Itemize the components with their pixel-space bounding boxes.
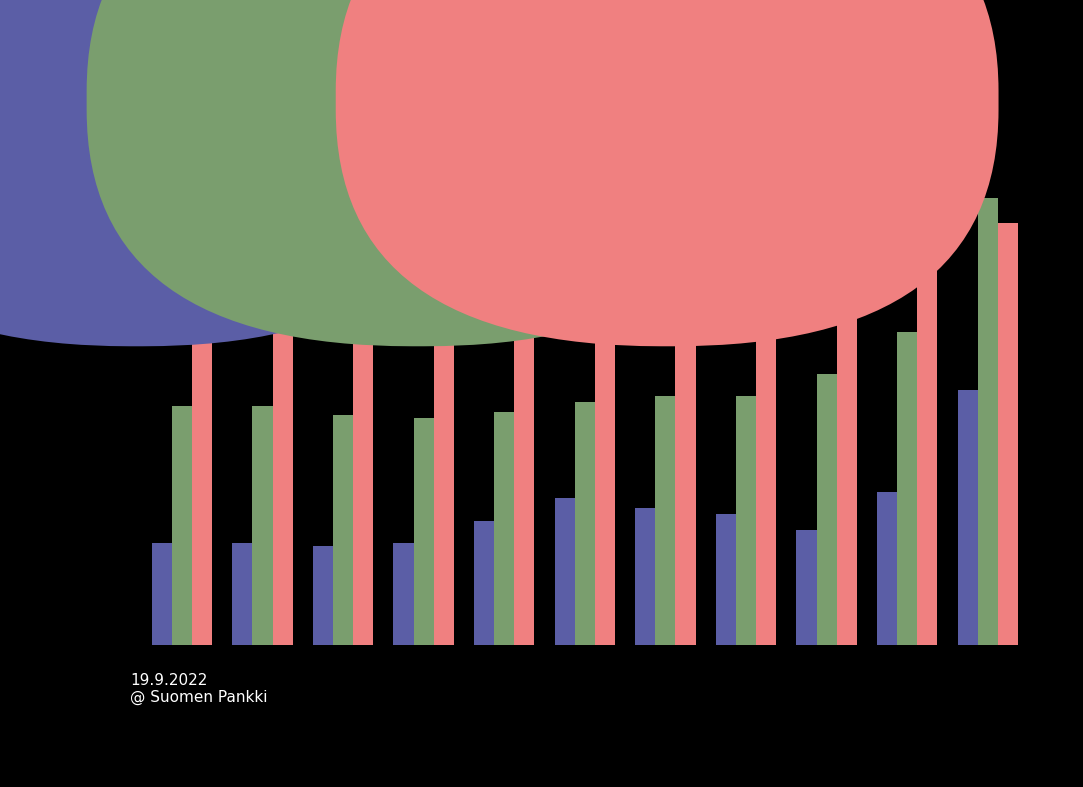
Bar	[192, 300, 212, 645]
Bar	[796, 530, 817, 645]
Bar	[232, 543, 252, 645]
Bar	[313, 546, 332, 645]
Bar	[655, 396, 676, 645]
Bar	[636, 508, 655, 645]
Bar	[494, 412, 514, 645]
Bar	[877, 492, 897, 645]
Text: 19.9.2022
@ Suomen Pankki: 19.9.2022 @ Suomen Pankki	[130, 673, 268, 705]
Bar	[736, 396, 756, 645]
Bar	[676, 278, 695, 645]
Bar	[716, 514, 736, 645]
Bar	[997, 224, 1018, 645]
Bar	[393, 543, 414, 645]
Bar	[817, 374, 837, 645]
Bar	[353, 338, 374, 645]
Bar	[756, 278, 777, 645]
Bar	[514, 268, 534, 645]
Bar	[978, 198, 997, 645]
Bar	[575, 402, 595, 645]
Bar	[433, 342, 454, 645]
Bar	[474, 521, 494, 645]
Bar	[917, 204, 938, 645]
Bar	[414, 419, 433, 645]
Bar	[957, 390, 978, 645]
Bar	[152, 543, 172, 645]
Bar	[897, 332, 917, 645]
Bar	[837, 236, 857, 645]
Bar	[595, 198, 615, 645]
Bar	[252, 405, 273, 645]
Bar	[172, 405, 192, 645]
Bar	[273, 320, 292, 645]
Bar	[332, 415, 353, 645]
Bar	[554, 498, 575, 645]
